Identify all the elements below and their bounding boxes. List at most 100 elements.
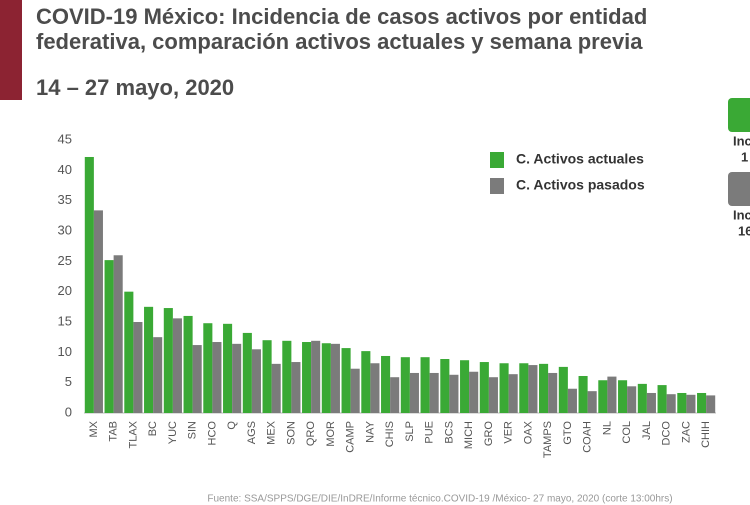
bar bbox=[420, 357, 430, 413]
y-tick-label: 20 bbox=[58, 283, 72, 298]
bar bbox=[400, 357, 410, 413]
x-tick-label: COL bbox=[621, 421, 633, 444]
bar bbox=[460, 360, 470, 413]
bar bbox=[350, 368, 360, 413]
bar bbox=[578, 375, 588, 413]
side-text: 1 bbox=[741, 149, 748, 164]
bar bbox=[558, 366, 568, 413]
x-tick-label: SIN bbox=[187, 421, 199, 439]
bar bbox=[361, 351, 371, 413]
legend-label: C. Activos pasados bbox=[516, 177, 645, 193]
bar bbox=[113, 255, 123, 413]
bar bbox=[697, 392, 707, 413]
bar bbox=[479, 362, 489, 413]
bar bbox=[271, 363, 281, 413]
bar bbox=[499, 363, 509, 413]
x-tick-label: NL bbox=[601, 421, 613, 435]
y-tick-label: 45 bbox=[58, 131, 72, 146]
bar bbox=[548, 372, 558, 413]
legend-swatch bbox=[490, 178, 504, 194]
accent-bar bbox=[0, 0, 22, 100]
y-tick-label: 0 bbox=[65, 404, 72, 419]
bar bbox=[440, 359, 450, 413]
side-text: Inc bbox=[733, 207, 750, 222]
bar bbox=[311, 340, 321, 413]
bar bbox=[172, 318, 182, 413]
bar bbox=[646, 392, 656, 413]
bar bbox=[330, 343, 340, 413]
y-tick-label: 15 bbox=[58, 313, 72, 328]
bar bbox=[183, 315, 193, 413]
x-tick-label: COAH bbox=[582, 421, 594, 453]
x-tick-label: AGS bbox=[246, 421, 258, 444]
bar bbox=[84, 156, 94, 413]
y-tick-label: 30 bbox=[58, 222, 72, 237]
bar bbox=[291, 362, 301, 413]
bar bbox=[587, 391, 597, 413]
side-box bbox=[728, 172, 750, 206]
x-tick-label: TAMPS bbox=[542, 421, 554, 458]
y-tick-label: 5 bbox=[65, 374, 72, 389]
x-tick-label: QRO bbox=[305, 421, 317, 447]
bar bbox=[657, 385, 667, 413]
bar bbox=[104, 260, 114, 413]
bar bbox=[251, 349, 261, 413]
source-note: Fuente: SSA/SPPS/DGE/DIE/InDRE/Informe t… bbox=[207, 494, 672, 505]
x-tick-label: YUC bbox=[167, 421, 179, 444]
bar bbox=[192, 345, 202, 413]
bar bbox=[686, 394, 696, 413]
bar bbox=[262, 340, 272, 413]
bar bbox=[666, 394, 676, 413]
bar bbox=[706, 395, 716, 413]
bar bbox=[677, 392, 687, 413]
legend-swatch bbox=[490, 152, 504, 168]
bar bbox=[153, 337, 163, 413]
x-tick-label: BCS bbox=[443, 421, 455, 444]
bar bbox=[627, 386, 637, 413]
x-tick-label: VER bbox=[503, 421, 515, 444]
bar bbox=[381, 355, 391, 413]
bar bbox=[618, 380, 628, 413]
y-tick-label: 25 bbox=[58, 253, 72, 268]
x-tick-label: BC bbox=[147, 421, 159, 436]
side-box bbox=[728, 98, 750, 132]
x-tick-label: Q bbox=[226, 421, 238, 430]
bar bbox=[539, 363, 549, 413]
bar bbox=[567, 388, 577, 413]
y-tick-label: 10 bbox=[58, 344, 72, 359]
x-tick-label: MX bbox=[88, 420, 100, 437]
bar bbox=[370, 363, 380, 413]
bar bbox=[212, 342, 222, 413]
bar bbox=[124, 291, 134, 413]
bar bbox=[223, 323, 233, 413]
x-tick-label: PUE bbox=[424, 421, 436, 444]
bar bbox=[321, 343, 331, 413]
bar bbox=[93, 210, 103, 413]
legend-label: C. Activos actuales bbox=[516, 151, 644, 167]
bar bbox=[637, 383, 647, 413]
bar bbox=[429, 372, 439, 413]
bar bbox=[242, 332, 252, 413]
bar bbox=[232, 343, 242, 413]
x-tick-label: SON bbox=[285, 421, 297, 445]
x-tick-label: TAB bbox=[108, 421, 120, 442]
x-tick-label: GRO bbox=[483, 421, 495, 447]
x-tick-label: ZAC bbox=[680, 421, 692, 443]
x-tick-label: JAL bbox=[641, 421, 653, 440]
x-tick-label: GTO bbox=[562, 421, 574, 445]
bar bbox=[163, 308, 173, 413]
bar bbox=[488, 377, 498, 413]
bar bbox=[449, 374, 459, 413]
x-tick-label: DCO bbox=[661, 421, 673, 446]
x-tick-label: MOR bbox=[325, 421, 337, 447]
x-tick-label: HCO bbox=[206, 421, 218, 446]
bar bbox=[469, 371, 479, 413]
x-tick-label: NAY bbox=[364, 420, 376, 442]
y-tick-label: 35 bbox=[58, 192, 72, 207]
chart-title: COVID-19 México: Incidencia de casos act… bbox=[36, 4, 647, 29]
bar bbox=[203, 323, 213, 413]
x-tick-label: SLP bbox=[404, 421, 416, 442]
bar bbox=[528, 365, 538, 413]
